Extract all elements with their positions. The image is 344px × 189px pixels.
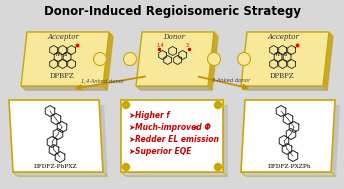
Circle shape [123, 53, 137, 66]
Text: DFDFZ-PhPXZ: DFDFZ-PhPXZ [33, 164, 77, 170]
Text: Higher f: Higher f [135, 111, 170, 119]
Circle shape [122, 101, 129, 108]
Text: ➤: ➤ [128, 111, 135, 119]
Circle shape [122, 163, 129, 170]
Text: DFDFZ-PXZPh: DFDFZ-PXZPh [267, 164, 311, 170]
Text: ➤: ➤ [128, 135, 135, 143]
Text: 1,4: 1,4 [157, 43, 164, 48]
Polygon shape [136, 86, 212, 90]
Text: ➤: ➤ [128, 122, 135, 132]
Text: Donor: Donor [163, 33, 185, 41]
Polygon shape [126, 105, 228, 177]
Text: Redder EL emission: Redder EL emission [135, 135, 219, 143]
Polygon shape [241, 32, 329, 86]
Text: PL: PL [194, 126, 201, 131]
Text: 3: 3 [186, 43, 189, 48]
Polygon shape [21, 86, 107, 90]
Text: Donor-Induced Regioisomeric Strategy: Donor-Induced Regioisomeric Strategy [43, 5, 301, 18]
Polygon shape [103, 32, 113, 90]
Polygon shape [13, 172, 107, 176]
Polygon shape [208, 32, 218, 90]
Text: Much-improved Φ: Much-improved Φ [135, 122, 211, 132]
Polygon shape [241, 172, 335, 176]
Polygon shape [241, 86, 327, 90]
Polygon shape [121, 100, 223, 172]
Text: S: S [64, 51, 67, 57]
Polygon shape [141, 37, 219, 91]
Text: DPBPZ: DPBPZ [50, 72, 74, 80]
Text: Superior EQE: Superior EQE [135, 146, 192, 156]
Circle shape [215, 101, 222, 108]
Text: ➤: ➤ [128, 146, 135, 156]
Polygon shape [241, 100, 335, 172]
Text: S: S [284, 51, 287, 57]
Polygon shape [323, 32, 333, 90]
Polygon shape [246, 37, 334, 91]
Circle shape [94, 53, 107, 66]
Polygon shape [26, 37, 114, 91]
Circle shape [215, 163, 222, 170]
Polygon shape [246, 105, 340, 177]
Text: Acceptor: Acceptor [268, 33, 300, 41]
Polygon shape [121, 172, 227, 176]
Text: Acceptor: Acceptor [48, 33, 80, 41]
Polygon shape [21, 32, 109, 86]
Text: 3-linked donor: 3-linked donor [212, 78, 250, 84]
Text: DPBPZ: DPBPZ [270, 72, 294, 80]
Text: N: N [56, 51, 60, 57]
Polygon shape [136, 32, 214, 86]
Polygon shape [14, 105, 108, 177]
Circle shape [237, 53, 250, 66]
Circle shape [207, 53, 221, 66]
Text: N: N [276, 51, 279, 57]
Text: 1,4-linked donor: 1,4-linked donor [82, 78, 125, 84]
Polygon shape [9, 100, 103, 172]
